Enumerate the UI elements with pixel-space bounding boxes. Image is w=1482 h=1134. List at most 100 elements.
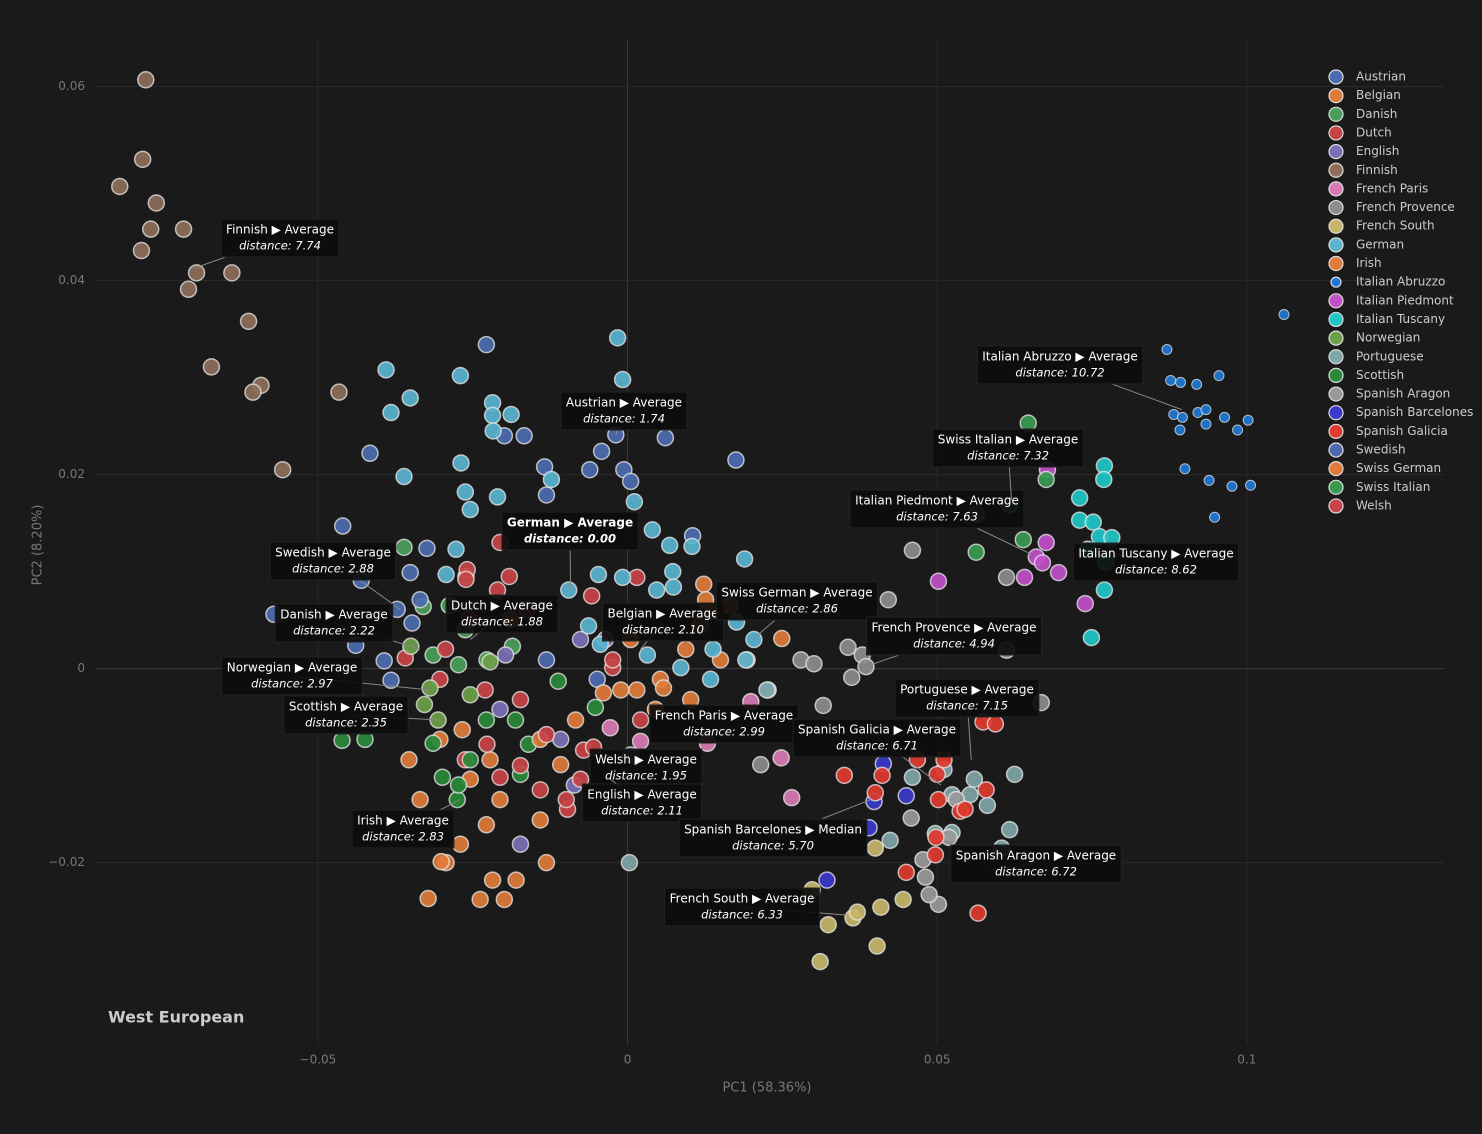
point: [461, 500, 480, 519]
legend-label[interactable]: English: [1356, 144, 1399, 158]
point: [477, 335, 496, 354]
legend-marker: [1328, 461, 1344, 477]
point: [187, 264, 206, 282]
y-axis-title: PC2 (8.20%): [31, 505, 46, 586]
y-tick-label: 0.02: [58, 467, 85, 481]
annotation-box: [269, 541, 397, 581]
point: [1161, 343, 1173, 355]
point: [612, 681, 630, 699]
legend-marker: [1328, 162, 1344, 178]
legend-label[interactable]: Swiss German: [1356, 461, 1441, 475]
legend-label[interactable]: Finnish: [1356, 163, 1398, 177]
point: [500, 567, 519, 586]
point: [881, 831, 899, 850]
point: [916, 868, 935, 886]
legend-label[interactable]: Portuguese: [1356, 349, 1424, 363]
legend-label[interactable]: Italian Tuscany: [1356, 312, 1445, 326]
point: [418, 539, 436, 558]
point: [592, 442, 611, 461]
point: [147, 194, 166, 212]
legend-label[interactable]: French Paris: [1356, 181, 1428, 195]
legend-label[interactable]: Spanish Galicia: [1356, 424, 1448, 438]
legend-label[interactable]: Spanish Aragon: [1356, 387, 1450, 401]
annotation: Italian Abruzzo ▶ Average distance: 10.72: [976, 345, 1182, 411]
point: [401, 389, 419, 407]
point: [571, 770, 590, 788]
legend-label[interactable]: Swiss Italian: [1356, 480, 1430, 494]
point: [647, 581, 666, 599]
point: [111, 177, 129, 196]
point: [451, 835, 470, 853]
annotation-distance: distance: 4.94: [913, 637, 995, 651]
legend-label[interactable]: Spanish Barcelones: [1356, 405, 1473, 419]
point: [395, 467, 413, 486]
point: [1232, 424, 1244, 436]
legend-marker: [1328, 255, 1344, 272]
legend-label[interactable]: Belgian: [1356, 88, 1401, 102]
x-tick-label: 0: [624, 1053, 632, 1067]
x-tick-label: −0.05: [300, 1053, 337, 1067]
point: [735, 550, 754, 568]
annotation: English ▶ Average distance: 2.11: [581, 778, 703, 823]
annotation: Irish ▶ Average distance: 2.83: [351, 799, 461, 849]
annotation-distance: distance: 5.70: [732, 839, 814, 853]
legend-label[interactable]: Danish: [1356, 107, 1397, 121]
annotation-text: Irish ▶ Average: [357, 814, 449, 828]
legend-label[interactable]: German: [1356, 237, 1404, 251]
point: [478, 735, 496, 754]
point: [400, 751, 418, 769]
annotation: Dutch ▶ Average distance: 1.88: [445, 594, 559, 640]
annotation-box: [950, 844, 1122, 884]
legend-label[interactable]: Scottish: [1356, 368, 1404, 382]
point: [1082, 628, 1101, 647]
annotation-text: German ▶ Average: [507, 516, 633, 530]
legend-label[interactable]: French South: [1356, 219, 1435, 233]
point: [654, 679, 673, 697]
point: [897, 863, 915, 882]
point: [537, 486, 556, 504]
annotation-box: [221, 656, 363, 696]
annotation-box: [1072, 542, 1240, 582]
annotation-distance: distance: 10.72: [1015, 366, 1104, 380]
point: [1200, 404, 1212, 416]
legend-label[interactable]: Welsh: [1356, 498, 1392, 512]
annotation-text: Spanish Barcelones ▶ Median: [684, 823, 862, 837]
point: [967, 543, 985, 561]
annotation: Spanish Barcelones ▶ Median distance: 5.7…: [678, 799, 872, 858]
point: [566, 711, 585, 729]
annotation-box: [715, 581, 879, 621]
legend-label[interactable]: French Provence: [1356, 200, 1455, 214]
legend-label[interactable]: Irish: [1356, 256, 1382, 270]
legend-label[interactable]: Austrian: [1356, 70, 1406, 84]
point: [977, 781, 995, 799]
point: [927, 828, 945, 847]
annotation-distance: distance: 1.95: [605, 769, 687, 783]
legend-label[interactable]: Dutch: [1356, 125, 1392, 139]
point: [461, 686, 480, 704]
point: [484, 422, 502, 440]
legend-label[interactable]: Italian Abruzzo: [1356, 275, 1445, 289]
legend-marker: [1328, 199, 1344, 216]
point: [1037, 533, 1055, 552]
legend[interactable]: Austrian Belgian Danish Dutch English Finnish…: [1328, 69, 1473, 514]
point: [456, 483, 475, 501]
point: [132, 241, 151, 260]
points: [111, 71, 1290, 971]
point: [137, 71, 155, 89]
point: [631, 732, 650, 751]
legend-label[interactable]: Swedish: [1356, 443, 1406, 457]
grid: −0.05 0 0.05 0.1 −0.02 0 0.02 0.04 0.06: [48, 40, 1445, 1067]
legend-label[interactable]: Italian Piedmont: [1356, 293, 1454, 307]
point: [330, 383, 348, 401]
point: [403, 614, 421, 632]
annotation-text: Swedish ▶ Average: [275, 546, 391, 560]
point: [848, 903, 867, 921]
annotation-distance: distance: 2.99: [683, 725, 765, 739]
point: [660, 536, 679, 555]
annotation: Swiss German ▶ Average distance: 2.86: [715, 581, 879, 640]
point: [805, 655, 823, 673]
legend-label[interactable]: Norwegian: [1356, 331, 1420, 345]
annotation-distance: distance: 2.10: [622, 623, 704, 637]
annotation: French Paris ▶ Average distance: 2.99: [649, 704, 799, 745]
